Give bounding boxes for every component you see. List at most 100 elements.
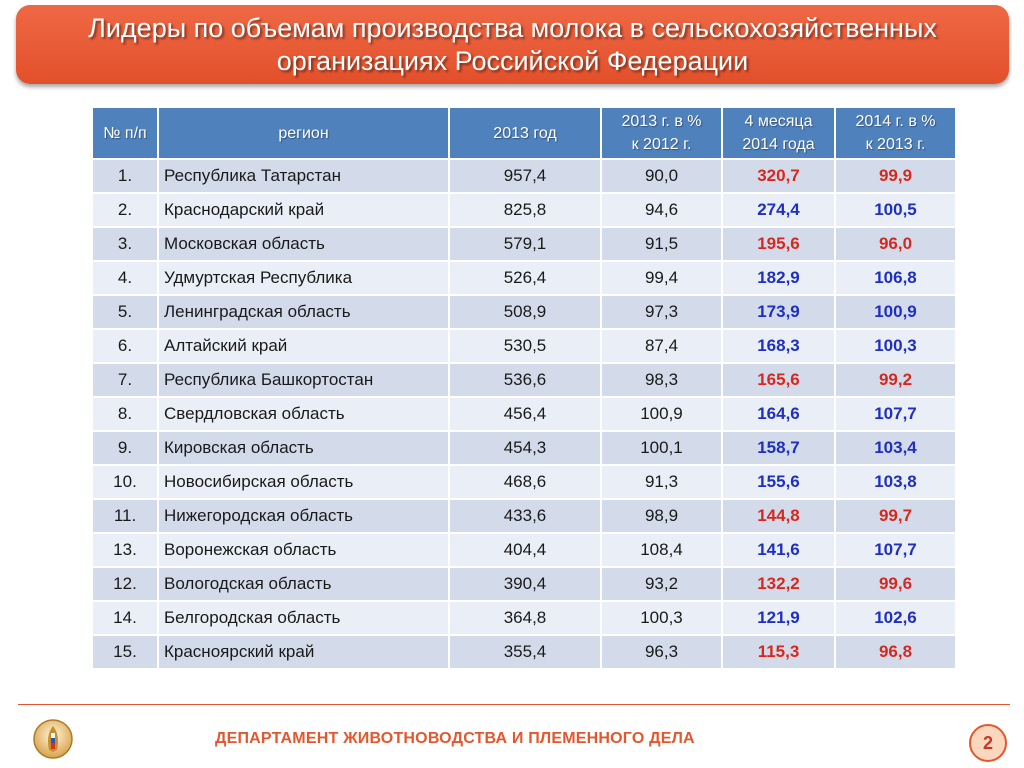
cell-region: Республика Башкортостан bbox=[159, 364, 448, 396]
cell-pct-2013: 100,9 bbox=[602, 398, 721, 430]
cell-pct-2014: 100,5 bbox=[836, 194, 955, 226]
cell-pct-2013: 94,6 bbox=[602, 194, 721, 226]
cell-pct-2013: 98,3 bbox=[602, 364, 721, 396]
cell-num: 8. bbox=[93, 398, 157, 430]
cell-2013: 433,6 bbox=[450, 500, 600, 532]
cell-pct-2014: 106,8 bbox=[836, 262, 955, 294]
cell-2013: 355,4 bbox=[450, 636, 600, 668]
cell-4-months-2014: 182,9 bbox=[723, 262, 834, 294]
cell-4-months-2014: 173,9 bbox=[723, 296, 834, 328]
cell-pct-2014: 100,9 bbox=[836, 296, 955, 328]
cell-pct-2013: 108,4 bbox=[602, 534, 721, 566]
cell-2013: 456,4 bbox=[450, 398, 600, 430]
cell-pct-2013: 98,9 bbox=[602, 500, 721, 532]
cell-num: 9. bbox=[93, 432, 157, 464]
cell-num: 3. bbox=[93, 228, 157, 260]
cell-4-months-2014: 164,6 bbox=[723, 398, 834, 430]
cell-2013: 508,9 bbox=[450, 296, 600, 328]
milk-production-table: № п/п регион 2013 год 2013 г. в % к 2012… bbox=[91, 106, 957, 670]
cell-pct-2013: 100,1 bbox=[602, 432, 721, 464]
table-row: 3. Московская область 579,1 91,5 195,6 96,0 bbox=[93, 228, 955, 260]
cell-2013: 468,6 bbox=[450, 466, 600, 498]
cell-4-months-2014: 141,6 bbox=[723, 534, 834, 566]
cell-pct-2013: 87,4 bbox=[602, 330, 721, 362]
header-region: регион bbox=[159, 108, 448, 158]
cell-num: 13. bbox=[93, 534, 157, 566]
header-pct-2014: 2014 г. в % к 2013 г. bbox=[836, 108, 955, 158]
table-row: 8. Свердловская область 456,4 100,9 164,6 107… bbox=[93, 398, 955, 430]
cell-region: Вологодская область bbox=[159, 568, 448, 600]
header-4-months-2014: 4 месяца 2014 года bbox=[723, 108, 834, 158]
footer-divider bbox=[18, 704, 1010, 705]
table-row: 6. Алтайский край 530,5 87,4 168,3 100,3 bbox=[93, 330, 955, 362]
table-row: 4. Удмуртская Республика 526,4 99,4 182,9 106… bbox=[93, 262, 955, 294]
cell-pct-2013: 97,3 bbox=[602, 296, 721, 328]
table-row: 15. Красноярский край 355,4 96,3 115,3 96,8 bbox=[93, 636, 955, 668]
header-pct-2013-line2: к 2012 г. bbox=[631, 136, 692, 153]
cell-4-months-2014: 121,9 bbox=[723, 602, 834, 634]
cell-num: 7. bbox=[93, 364, 157, 396]
cell-region: Алтайский край bbox=[159, 330, 448, 362]
table-row: 11. Нижегородская область 433,6 98,9 144,8 99… bbox=[93, 500, 955, 532]
cell-num: 2. bbox=[93, 194, 157, 226]
title-banner: Лидеры по объемам производства молока в … bbox=[16, 5, 1009, 84]
cell-pct-2014: 99,2 bbox=[836, 364, 955, 396]
cell-num: 11. bbox=[93, 500, 157, 532]
cell-region: Белгородская область bbox=[159, 602, 448, 634]
table-row: 10. Новосибирская область 468,6 91,3 155,6 10… bbox=[93, 466, 955, 498]
cell-region: Краснодарский край bbox=[159, 194, 448, 226]
cell-num: 10. bbox=[93, 466, 157, 498]
cell-pct-2013: 96,3 bbox=[602, 636, 721, 668]
header-pct-2014-line2: к 2013 г. bbox=[865, 136, 926, 153]
cell-num: 1. bbox=[93, 160, 157, 192]
table-row: 12. Вологодская область 390,4 93,2 132,2 99,6 bbox=[93, 568, 955, 600]
header-num: № п/п bbox=[93, 108, 157, 158]
cell-4-months-2014: 165,6 bbox=[723, 364, 834, 396]
cell-4-months-2014: 320,7 bbox=[723, 160, 834, 192]
table-row: 9. Кировская область 454,3 100,1 158,7 103,4 bbox=[93, 432, 955, 464]
cell-4-months-2014: 274,4 bbox=[723, 194, 834, 226]
cell-4-months-2014: 132,2 bbox=[723, 568, 834, 600]
cell-region: Кировская область bbox=[159, 432, 448, 464]
cell-4-months-2014: 144,8 bbox=[723, 500, 834, 532]
cell-2013: 530,5 bbox=[450, 330, 600, 362]
cell-pct-2014: 107,7 bbox=[836, 534, 955, 566]
cell-2013: 526,4 bbox=[450, 262, 600, 294]
cell-2013: 390,4 bbox=[450, 568, 600, 600]
cell-2013: 364,8 bbox=[450, 602, 600, 634]
cell-pct-2014: 99,6 bbox=[836, 568, 955, 600]
cell-num: 6. bbox=[93, 330, 157, 362]
table-row: 2. Краснодарский край 825,8 94,6 274,4 100,5 bbox=[93, 194, 955, 226]
cell-2013: 404,4 bbox=[450, 534, 600, 566]
page-number-badge: 2 bbox=[969, 724, 1007, 762]
cell-pct-2013: 90,0 bbox=[602, 160, 721, 192]
cell-2013: 825,8 bbox=[450, 194, 600, 226]
cell-region: Республика Татарстан bbox=[159, 160, 448, 192]
header-2013: 2013 год bbox=[450, 108, 600, 158]
cell-num: 5. bbox=[93, 296, 157, 328]
cell-region: Свердловская область bbox=[159, 398, 448, 430]
cell-pct-2014: 107,7 bbox=[836, 398, 955, 430]
cell-num: 12. bbox=[93, 568, 157, 600]
cell-region: Ленинградская область bbox=[159, 296, 448, 328]
cell-2013: 454,3 bbox=[450, 432, 600, 464]
cell-pct-2013: 93,2 bbox=[602, 568, 721, 600]
cell-region: Воронежская область bbox=[159, 534, 448, 566]
cell-pct-2013: 100,3 bbox=[602, 602, 721, 634]
cell-pct-2014: 99,7 bbox=[836, 500, 955, 532]
cell-pct-2013: 91,5 bbox=[602, 228, 721, 260]
department-name: ДЕПАРТАМЕНТ ЖИВОТНОВОДСТВА И ПЛЕМЕННОГО … bbox=[215, 730, 695, 747]
cell-2013: 536,6 bbox=[450, 364, 600, 396]
table-row: 14. Белгородская область 364,8 100,3 121,9 10… bbox=[93, 602, 955, 634]
cell-4-months-2014: 115,3 bbox=[723, 636, 834, 668]
table-row: 1. Республика Татарстан 957,4 90,0 320,7 99,9 bbox=[93, 160, 955, 192]
table-row: 7. Республика Башкортостан 536,6 98,3 165,6 9… bbox=[93, 364, 955, 396]
cell-pct-2013: 91,3 bbox=[602, 466, 721, 498]
header-pct-2013-line1: 2013 г. в % bbox=[621, 113, 702, 130]
table-row: 5. Ленинградская область 508,9 97,3 173,9 100… bbox=[93, 296, 955, 328]
cell-num: 4. bbox=[93, 262, 157, 294]
cell-pct-2014: 100,3 bbox=[836, 330, 955, 362]
cell-region: Удмуртская Республика bbox=[159, 262, 448, 294]
cell-num: 15. bbox=[93, 636, 157, 668]
cell-num: 14. bbox=[93, 602, 157, 634]
